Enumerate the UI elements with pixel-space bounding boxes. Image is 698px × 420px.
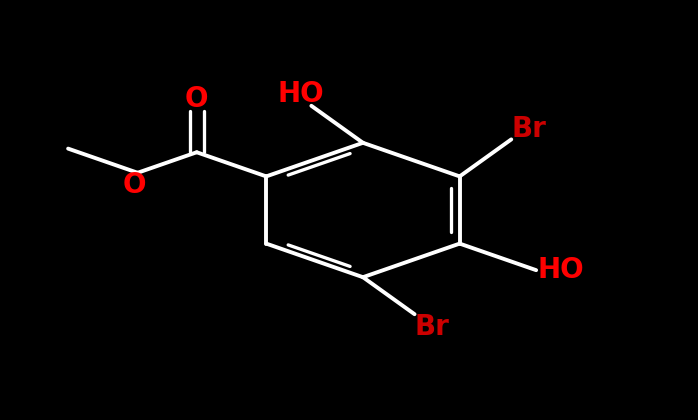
Text: HO: HO <box>278 80 324 108</box>
Text: Br: Br <box>415 313 450 341</box>
Text: Br: Br <box>512 115 546 143</box>
Text: HO: HO <box>537 256 584 284</box>
Text: O: O <box>122 171 146 200</box>
Text: O: O <box>185 85 209 113</box>
